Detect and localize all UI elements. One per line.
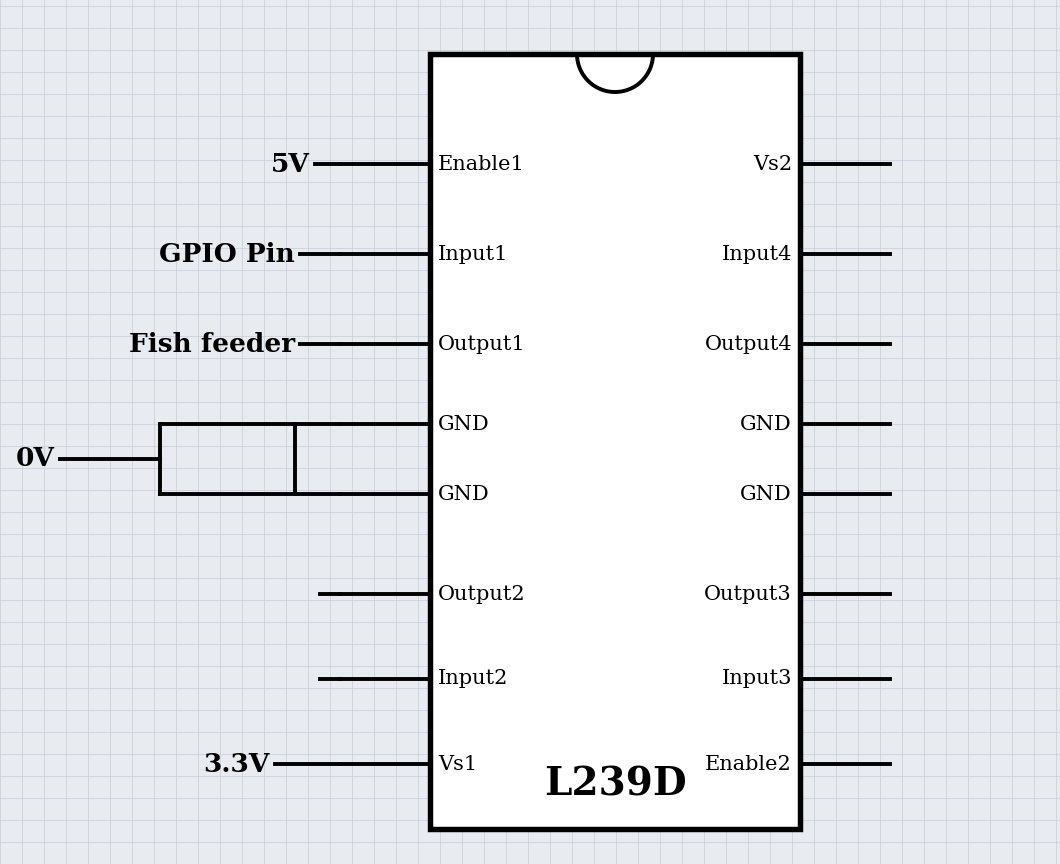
- Text: GND: GND: [438, 415, 490, 434]
- Text: Output4: Output4: [705, 334, 792, 353]
- Text: Output1: Output1: [438, 334, 526, 353]
- Text: Fish feeder: Fish feeder: [129, 332, 295, 357]
- Text: Input2: Input2: [438, 670, 509, 689]
- Text: Output2: Output2: [438, 585, 526, 603]
- Text: GND: GND: [740, 485, 792, 504]
- Text: GPIO Pin: GPIO Pin: [159, 242, 295, 266]
- Text: GND: GND: [438, 485, 490, 504]
- Text: Input3: Input3: [722, 670, 792, 689]
- Text: Output3: Output3: [704, 585, 792, 603]
- Text: L239D: L239D: [544, 765, 686, 803]
- Text: Vs1: Vs1: [438, 754, 477, 773]
- Bar: [430, 54, 800, 829]
- Text: 0V: 0V: [16, 447, 55, 472]
- Text: Enable2: Enable2: [705, 754, 792, 773]
- Text: GND: GND: [740, 415, 792, 434]
- Text: 5V: 5V: [271, 151, 310, 176]
- Text: Vs2: Vs2: [753, 155, 792, 174]
- Text: Input1: Input1: [438, 245, 509, 264]
- Text: Input4: Input4: [722, 245, 792, 264]
- Text: Enable1: Enable1: [438, 155, 525, 174]
- Text: 3.3V: 3.3V: [204, 752, 270, 777]
